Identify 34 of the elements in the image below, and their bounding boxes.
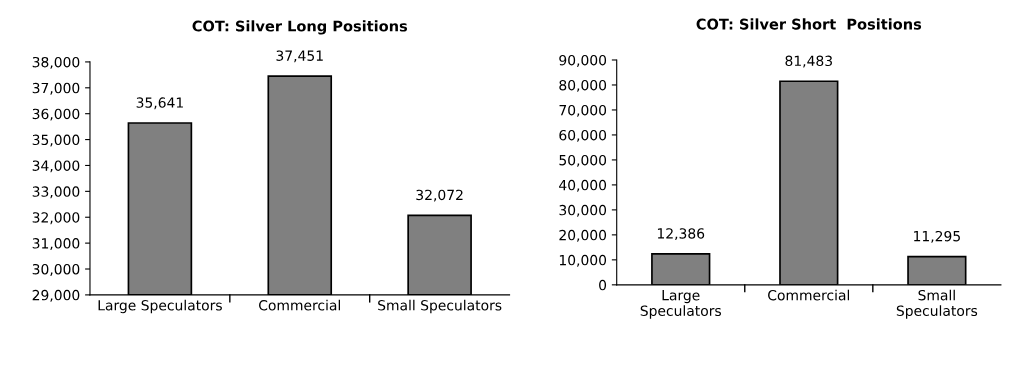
y-tick-label: 32,000 [32, 212, 80, 225]
y-tick-label: 50,000 [559, 154, 607, 167]
x-tick-label: Commercial [259, 299, 340, 311]
y-tick-label: 40,000 [559, 179, 607, 192]
y-tick-label: 30,000 [32, 263, 80, 276]
y-tick-label: 37,000 [32, 82, 80, 95]
y-tick-label: 29,000 [32, 289, 80, 302]
data-label: 32,072 [416, 189, 463, 202]
y-tick-label: 38,000 [32, 56, 80, 69]
y-tick-label: 10,000 [559, 254, 607, 267]
y-tick-label: 20,000 [559, 229, 607, 242]
x-tick-label: Commercial [768, 289, 850, 301]
x-tick-label: Large Speculators [640, 290, 721, 319]
data-label: 11,295 [914, 230, 960, 243]
x-tick-label: Small Speculators [896, 289, 978, 319]
y-tick-label: 35,000 [32, 134, 80, 147]
y-tick-label: 70,000 [559, 104, 607, 117]
y-tick-label: 34,000 [32, 160, 80, 173]
x-tick-label: Small Speculators [378, 299, 502, 314]
chart-title: COT: Silver Short Positions [696, 18, 922, 30]
data-label: 81,483 [785, 55, 832, 68]
y-tick-label: 31,000 [32, 238, 80, 251]
y-tick-label: 36,000 [32, 108, 80, 121]
y-tick-label: 0 [599, 279, 607, 291]
x-tick-label: Large Speculators [98, 299, 222, 314]
data-label: 35,641 [136, 97, 183, 110]
data-label: 37,451 [276, 50, 323, 63]
data-label: 12,386 [657, 228, 705, 241]
y-tick-label: 30,000 [559, 204, 607, 217]
y-tick-label: 80,000 [559, 79, 607, 92]
y-tick-label: 90,000 [559, 54, 607, 67]
chart-title: COT: Silver Long Positions [192, 20, 408, 35]
y-tick-label: 60,000 [559, 129, 607, 142]
y-tick-label: 33,000 [32, 186, 80, 199]
